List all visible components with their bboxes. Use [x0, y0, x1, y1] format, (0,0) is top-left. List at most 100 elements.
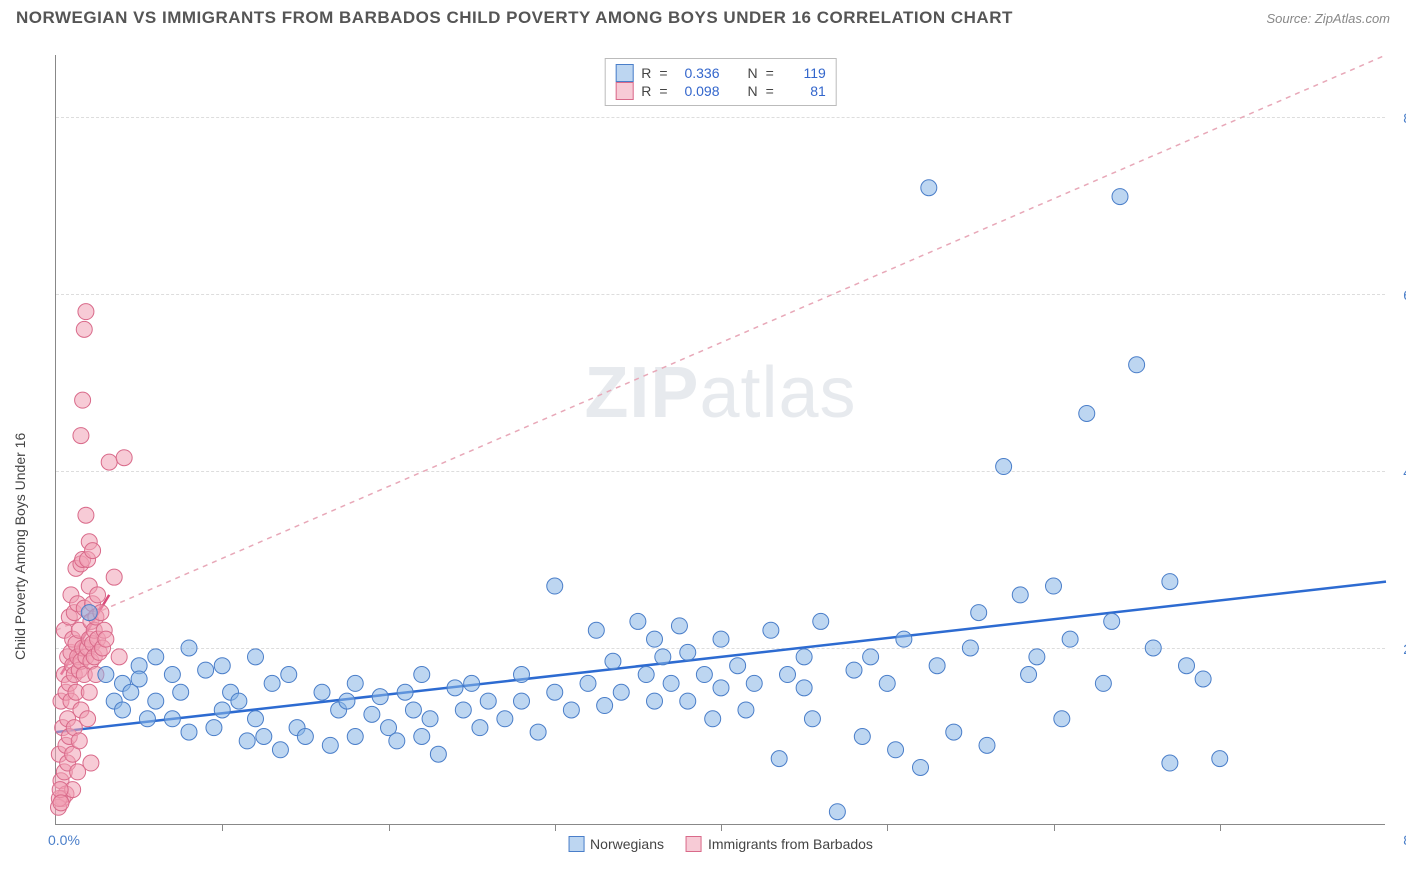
blue-point — [1145, 640, 1161, 656]
r-value-pink: 0.098 — [676, 83, 720, 99]
legend-item-pink: Immigrants from Barbados — [686, 836, 873, 852]
blue-point — [231, 693, 247, 709]
blue-point — [364, 706, 380, 722]
y-axis-label: Child Poverty Among Boys Under 16 — [12, 433, 28, 660]
blue-point — [613, 684, 629, 700]
blue-point — [464, 675, 480, 691]
blue-point — [705, 711, 721, 727]
blue-point — [314, 684, 330, 700]
blue-point — [854, 728, 870, 744]
blue-point — [405, 702, 421, 718]
blue-point — [1062, 631, 1078, 647]
blue-point — [655, 649, 671, 665]
y-tick-label: 60.0% — [1393, 287, 1406, 303]
pink-point — [83, 755, 99, 771]
x-tick — [222, 824, 223, 831]
header: NORWEGIAN VS IMMIGRANTS FROM BARBADOS CH… — [16, 8, 1390, 28]
blue-point — [1162, 574, 1178, 590]
blue-point — [297, 728, 313, 744]
blue-point — [480, 693, 496, 709]
blue-point — [680, 644, 696, 660]
blue-point — [214, 658, 230, 674]
bottom-legend: Norwegians Immigrants from Barbados — [568, 836, 873, 852]
blue-point — [630, 613, 646, 629]
blue-point — [472, 720, 488, 736]
blue-point — [921, 180, 937, 196]
y-tick-label: 40.0% — [1393, 464, 1406, 480]
blue-point — [1012, 587, 1028, 603]
pink-point — [106, 569, 122, 585]
blue-point — [929, 658, 945, 674]
blue-point — [148, 693, 164, 709]
blue-point — [888, 742, 904, 758]
blue-point — [81, 605, 97, 621]
blue-point — [272, 742, 288, 758]
n-value-blue: 119 — [782, 65, 826, 81]
corr-row-pink: R = 0.098 N = 81 — [615, 82, 826, 100]
legend-label-blue: Norwegians — [590, 836, 664, 852]
blue-point — [1212, 751, 1228, 767]
blue-point — [414, 667, 430, 683]
blue-point — [696, 667, 712, 683]
blue-point — [563, 702, 579, 718]
blue-point — [647, 631, 663, 647]
blue-point — [98, 667, 114, 683]
blue-point — [248, 711, 264, 727]
blue-point — [139, 711, 155, 727]
pink-point — [98, 631, 114, 647]
blue-point — [1046, 578, 1062, 594]
blue-point — [181, 724, 197, 740]
blue-point — [738, 702, 754, 718]
swatch-blue-icon — [615, 64, 633, 82]
pink-point — [76, 321, 92, 337]
x-tick — [1054, 824, 1055, 831]
blue-point — [372, 689, 388, 705]
blue-point — [746, 675, 762, 691]
legend-swatch-pink-icon — [686, 836, 702, 852]
x-axis-min-label: 0.0% — [48, 832, 80, 848]
blue-point — [322, 737, 338, 753]
blue-point — [264, 675, 280, 691]
blue-point — [339, 693, 355, 709]
x-tick — [887, 824, 888, 831]
pink-point — [80, 711, 96, 727]
blue-point — [638, 667, 654, 683]
blue-point — [239, 733, 255, 749]
blue-point — [771, 751, 787, 767]
blue-point — [671, 618, 687, 634]
blue-point — [879, 675, 895, 691]
blue-point — [530, 724, 546, 740]
blue-point — [148, 649, 164, 665]
legend-item-blue: Norwegians — [568, 836, 664, 852]
blue-point — [547, 578, 563, 594]
pink-point — [78, 304, 94, 320]
pink-point — [73, 428, 89, 444]
blue-point — [796, 649, 812, 665]
blue-point — [389, 733, 405, 749]
pink-point — [75, 392, 91, 408]
blue-point — [514, 667, 530, 683]
pink-point — [53, 795, 69, 811]
blue-point — [680, 693, 696, 709]
blue-point — [1195, 671, 1211, 687]
y-tick-label: 80.0% — [1393, 110, 1406, 126]
blue-point — [447, 680, 463, 696]
pink-trend-line — [56, 55, 1386, 630]
blue-point — [588, 622, 604, 638]
pink-point — [81, 684, 97, 700]
blue-point — [164, 667, 180, 683]
blue-point — [131, 671, 147, 687]
blue-point — [597, 698, 613, 714]
blue-point — [1179, 658, 1195, 674]
blue-point — [547, 684, 563, 700]
pink-point — [101, 454, 117, 470]
blue-point — [497, 711, 513, 727]
correlation-box: R = 0.336 N = 119 R = 0.098 N = 81 — [604, 58, 837, 106]
x-tick — [555, 824, 556, 831]
x-tick — [721, 824, 722, 831]
blue-point — [971, 605, 987, 621]
source-label: Source: ZipAtlas.com — [1266, 11, 1390, 26]
pink-point — [116, 450, 132, 466]
blue-point — [173, 684, 189, 700]
legend-label-pink: Immigrants from Barbados — [708, 836, 873, 852]
